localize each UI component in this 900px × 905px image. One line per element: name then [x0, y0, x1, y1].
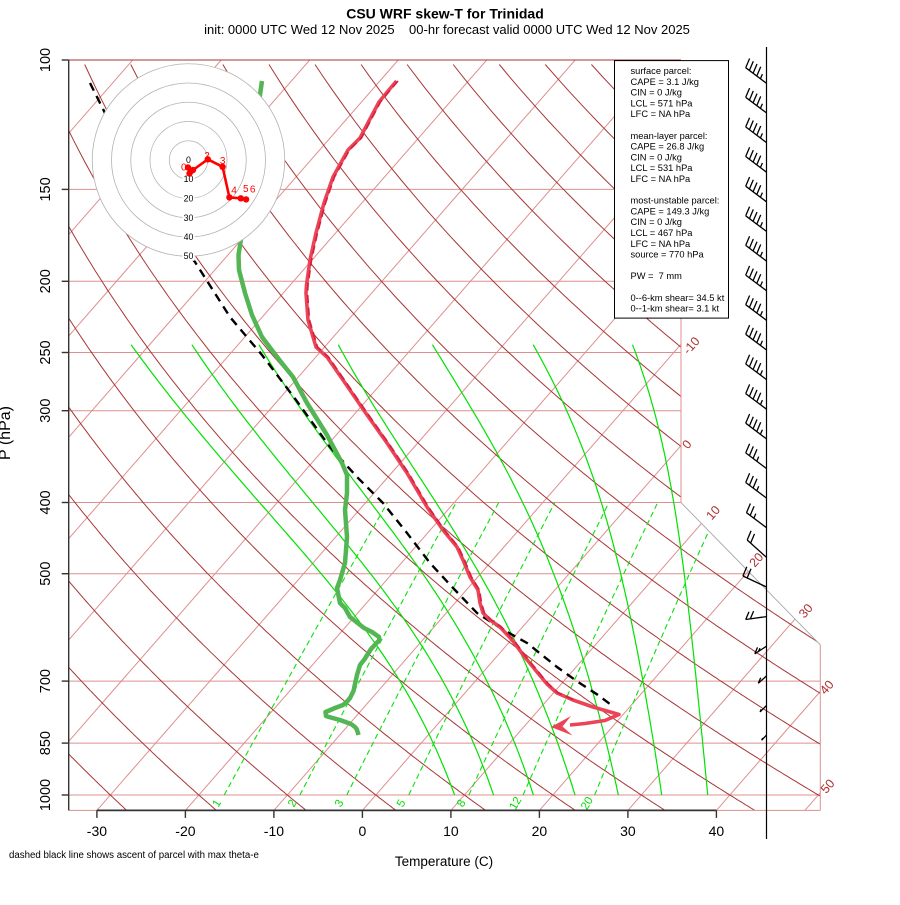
- svg-text:10: 10: [184, 174, 194, 184]
- svg-text:6: 6: [250, 185, 256, 196]
- svg-text:250: 250: [38, 340, 54, 364]
- svg-text:0: 0: [186, 155, 191, 165]
- svg-text:PW = 7 mm: PW = 7 mm: [631, 271, 683, 281]
- svg-text:init: 0000 UTC Wed 12 Nov 2025: init: 0000 UTC Wed 12 Nov 2025 00-hr for…: [204, 22, 690, 37]
- svg-text:Temperature (C): Temperature (C): [395, 854, 493, 869]
- svg-text:850: 850: [38, 731, 54, 755]
- svg-text:dashed black line shows ascent: dashed black line shows ascent of parcel…: [9, 850, 259, 861]
- svg-text:400: 400: [38, 490, 54, 514]
- svg-text:0--6-km shear= 34.5 kt: 0--6-km shear= 34.5 kt: [631, 293, 725, 303]
- svg-text:8: 8: [455, 798, 469, 810]
- svg-text:100: 100: [38, 48, 54, 72]
- svg-text:LCL = 531 hPa: LCL = 531 hPa: [631, 163, 694, 173]
- svg-text:0: 0: [181, 162, 187, 173]
- svg-text:300: 300: [38, 399, 54, 423]
- svg-text:CSU WRF skew-T for Trinidad: CSU WRF skew-T for Trinidad: [346, 6, 544, 22]
- svg-text:LFC = NA hPa: LFC = NA hPa: [631, 239, 692, 249]
- svg-text:2: 2: [286, 798, 300, 810]
- svg-text:5: 5: [395, 798, 409, 810]
- svg-text:20: 20: [184, 194, 194, 204]
- svg-text:20: 20: [579, 795, 596, 812]
- svg-text:-10: -10: [264, 823, 284, 839]
- svg-text:LFC = NA hPa: LFC = NA hPa: [631, 174, 692, 184]
- svg-text:30: 30: [184, 213, 194, 223]
- svg-text:40: 40: [709, 823, 725, 839]
- svg-text:source = 770 hPa: source = 770 hPa: [631, 250, 705, 260]
- svg-text:2: 2: [204, 151, 210, 162]
- svg-text:30: 30: [620, 823, 636, 839]
- svg-text:20: 20: [532, 823, 548, 839]
- svg-text:1000: 1000: [38, 779, 54, 811]
- svg-text:700: 700: [38, 669, 54, 693]
- svg-text:3: 3: [220, 156, 226, 167]
- svg-text:500: 500: [38, 562, 54, 586]
- svg-text:200: 200: [38, 269, 54, 293]
- svg-text:LCL = 571 hPa: LCL = 571 hPa: [631, 98, 694, 108]
- svg-text:CAPE = 3.1 J/kg: CAPE = 3.1 J/kg: [631, 77, 699, 87]
- svg-text:P (hPa): P (hPa): [0, 406, 14, 460]
- svg-text:50: 50: [184, 251, 194, 261]
- svg-text:CIN = 0 J/kg: CIN = 0 J/kg: [631, 217, 682, 227]
- svg-text:surface parcel:: surface parcel:: [631, 66, 692, 76]
- svg-text:0--1-km shear= 3.1 kt: 0--1-km shear= 3.1 kt: [631, 304, 720, 314]
- svg-text:CIN = 0 J/kg: CIN = 0 J/kg: [631, 152, 682, 162]
- svg-text:LFC = NA hPa: LFC = NA hPa: [631, 109, 692, 119]
- svg-text:CAPE = 26.8 J/kg: CAPE = 26.8 J/kg: [631, 142, 705, 152]
- svg-text:CAPE = 149.3 J/kg: CAPE = 149.3 J/kg: [631, 206, 710, 216]
- svg-text:1: 1: [210, 798, 224, 810]
- svg-text:4: 4: [231, 185, 237, 196]
- svg-text:LCL = 467 hPa: LCL = 467 hPa: [631, 228, 694, 238]
- svg-text:-20: -20: [175, 823, 195, 839]
- svg-text:-30: -30: [87, 823, 107, 839]
- svg-text:CIN = 0 J/kg: CIN = 0 J/kg: [631, 88, 682, 98]
- svg-text:mean-layer parcel:: mean-layer parcel:: [631, 131, 708, 141]
- svg-text:10: 10: [443, 823, 459, 839]
- svg-text:3: 3: [333, 798, 347, 810]
- svg-text:12: 12: [508, 795, 525, 812]
- svg-text:150: 150: [38, 177, 54, 201]
- svg-text:40: 40: [184, 232, 194, 242]
- svg-text:5: 5: [243, 184, 249, 195]
- svg-text:most-unstable parcel:: most-unstable parcel:: [631, 196, 720, 206]
- svg-text:0: 0: [359, 823, 367, 839]
